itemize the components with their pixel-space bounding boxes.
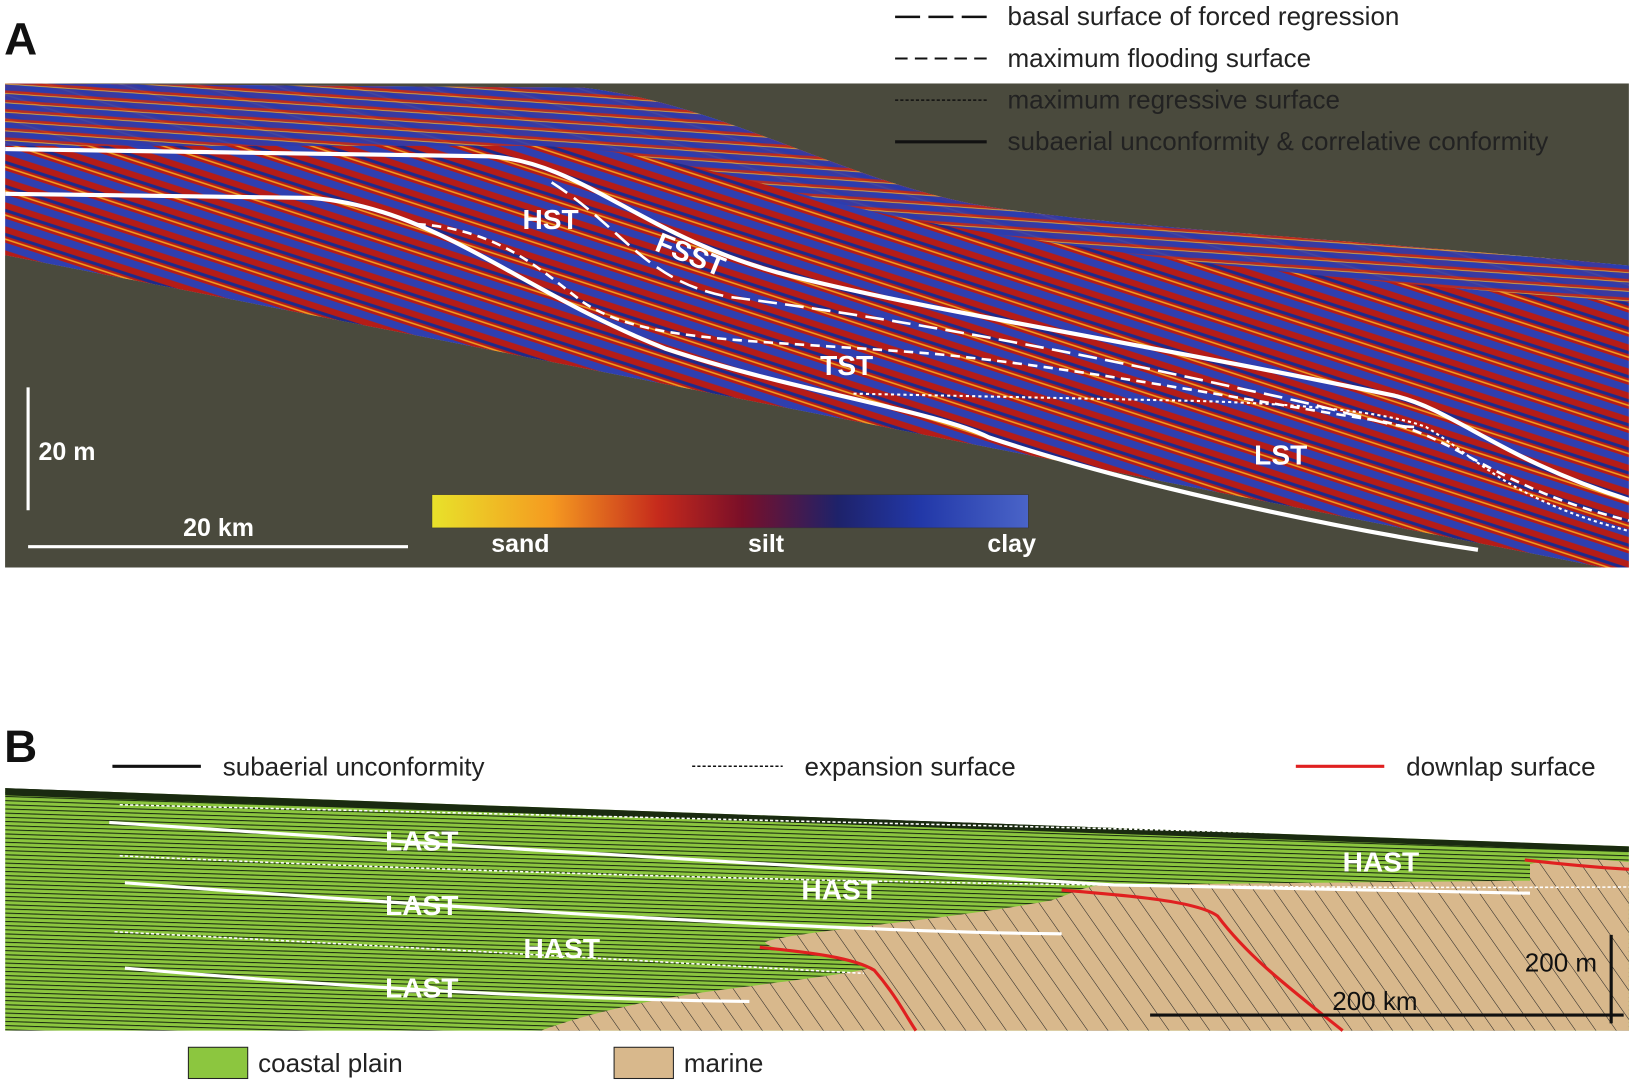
downlap-surface [1524,858,1629,871]
tract-label: HAST [801,874,877,905]
legend-label: maximum regressive surface [1008,84,1341,114]
legend-label: maximum flooding surface [1008,43,1312,73]
top-surface [5,788,1629,852]
unconformity-line [109,820,1531,895]
key-label: coastal plain [258,1048,403,1078]
expansion-surface [119,854,1629,889]
scale-label: 20 km [183,514,254,542]
key-swatch [187,1046,249,1080]
colorbar-label: clay [987,530,1036,558]
key-swatch [613,1046,674,1080]
panel-b: B subaerial unconformity expansion surfa… [4,721,1629,1080]
surface-max-regressive [853,392,1630,533]
legend-label: downlap surface [1406,752,1595,782]
legend-label: basal surface of forced regression [1008,1,1400,31]
strata-section [5,83,1629,568]
surface-forced-regression [550,181,1416,429]
colorbar-label: silt [748,530,785,558]
tract-label: HAST [524,933,600,964]
expansion-surface [114,930,864,975]
tract-label: TST [820,350,873,381]
scale-label: 20 m [39,438,96,466]
panel-label: B [4,721,37,772]
key-label: marine [684,1048,764,1078]
surface-unconformity [5,146,1630,502]
expansion-surface [119,803,1629,842]
colorbar-label: sand [491,530,549,558]
legend-label: expansion surface [805,752,1016,782]
scale-label: 200 m [1525,947,1597,977]
surface-unconformity [5,191,1479,552]
tract-label: LAST [385,972,458,1003]
surface-max-flooding [416,222,1630,522]
marine [541,858,1629,1031]
downlap-surface [1061,888,1344,1032]
tract-label: HAST [1343,846,1419,877]
strata-upper [5,83,1629,303]
basement-wedge [5,255,1603,568]
unconformity-line [124,881,1062,936]
tract-label: LST [1254,439,1307,470]
legend-label: subaerial unconformity & correlative con… [1008,126,1549,156]
colorbar [431,494,1029,529]
downlap-surface [759,945,918,1032]
legend-label: subaerial unconformity [223,752,485,782]
panel-a: A HST FSST TST LST 20 m 20 km sand silt … [4,1,1630,568]
tract-label: LAST [385,890,458,921]
tract-label: LAST [385,826,458,857]
tract-label: HST [522,204,578,235]
unconformity-line [124,966,750,1004]
panel-label: A [4,13,37,64]
scale-label: 200 km [1332,986,1417,1016]
